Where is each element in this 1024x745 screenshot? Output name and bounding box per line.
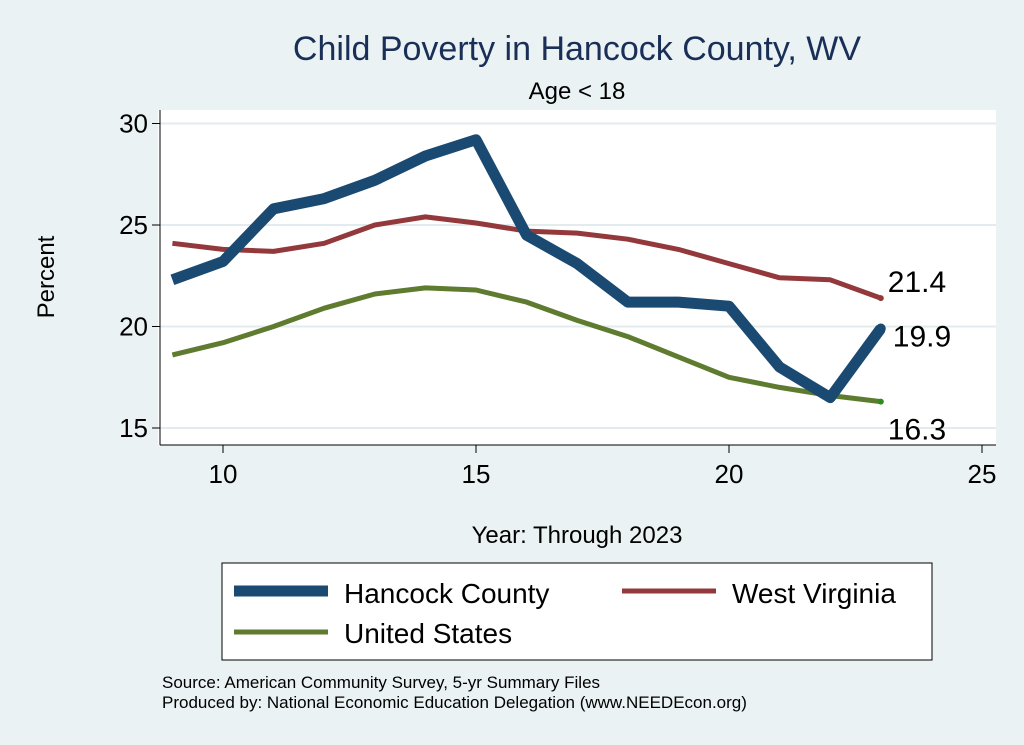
- x-tick-label: 20: [715, 459, 744, 489]
- end-labels: 19.9 21.4 16.3: [888, 266, 951, 447]
- plot-area: [158, 110, 996, 445]
- chart-title: Child Poverty in Hancock County, WV: [293, 30, 861, 68]
- end-label-west-virginia: 21.4: [888, 266, 946, 299]
- end-label-united-states: 16.3: [888, 414, 946, 447]
- series-line-hancock-county: [170, 134, 886, 404]
- y-tick-label: 30: [119, 109, 148, 139]
- source-line-1: Source: American Community Survey, 5-yr …: [162, 673, 600, 692]
- x-tick-label: 15: [462, 459, 491, 489]
- end-label-hancock-county: 19.9: [893, 321, 951, 354]
- y-tick-label: 20: [119, 312, 148, 342]
- legend-label-united-states: United States: [344, 618, 512, 649]
- axes: 15 20 25 30 10 15 20 25: [119, 109, 996, 490]
- source-line-2: Produced by: National Economic Education…: [162, 693, 747, 712]
- end-marker: [875, 323, 886, 334]
- legend-label-hancock: Hancock County: [344, 578, 549, 609]
- y-axis-title: Percent: [33, 235, 60, 318]
- legend-box: [221, 562, 933, 661]
- legend-label-west-virginia: West Virginia: [732, 578, 896, 609]
- x-tick-label: 25: [968, 459, 997, 489]
- end-marker: [877, 295, 884, 302]
- chart-subtitle: Age < 18: [529, 78, 626, 105]
- y-tick-label: 15: [119, 413, 148, 443]
- x-tick-label: 10: [209, 459, 238, 489]
- series-group: [170, 134, 886, 405]
- end-marker: [877, 398, 884, 405]
- y-tick-label: 25: [119, 210, 148, 240]
- gridlines: [160, 122, 996, 429]
- x-axis-title: Year: Through 2023: [472, 522, 683, 549]
- series-line-united-states: [171, 285, 882, 405]
